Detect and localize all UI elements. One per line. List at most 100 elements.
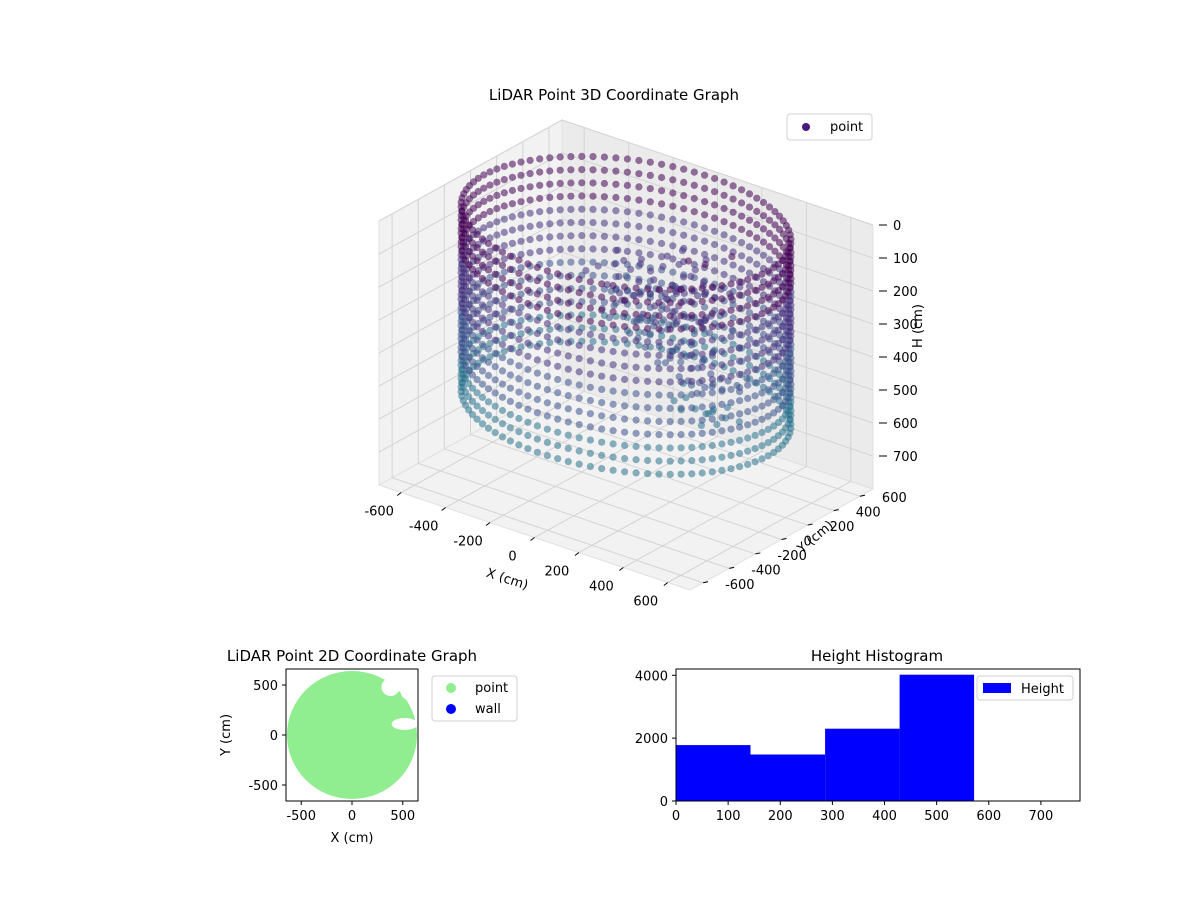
data-point: [758, 402, 766, 410]
data-point: [498, 380, 507, 388]
data-point: [486, 339, 494, 348]
data-point: [517, 264, 525, 272]
legend-marker-point: [802, 123, 810, 131]
data-point: [729, 195, 737, 203]
data-point: [751, 313, 759, 321]
data-point: [684, 257, 693, 265]
data-point: [646, 158, 654, 166]
data-point: [655, 404, 663, 412]
data-point: [711, 174, 719, 183]
data-point: [751, 392, 759, 400]
x-tick-label: -600: [364, 505, 394, 520]
data-point: [567, 219, 575, 227]
data-point: [679, 273, 688, 281]
data-point: [598, 280, 606, 288]
x-tick-label: 700: [1028, 809, 1053, 824]
data-point: [473, 230, 481, 238]
data-point: [646, 224, 654, 232]
data-point: [609, 347, 617, 356]
data-point: [554, 415, 562, 423]
data-point: [600, 179, 609, 188]
data-point: [677, 299, 685, 307]
data-point: [517, 158, 525, 166]
data-point: [758, 270, 766, 278]
data-point: [498, 248, 507, 256]
data-point: [589, 153, 597, 161]
data-point: [632, 403, 640, 411]
data-point: [543, 346, 552, 354]
data-point: [688, 470, 696, 478]
chart-3d-grid: [378, 119, 874, 584]
data-point: [751, 418, 759, 426]
data-point: [680, 192, 688, 200]
data-point: [609, 374, 617, 382]
data-point: [680, 178, 688, 186]
chart-3d-xlabel: X (cm): [484, 566, 530, 594]
data-point: [770, 448, 778, 457]
legend-marker-point: [446, 683, 456, 693]
data-point: [708, 336, 716, 344]
x-tick-label: 100: [716, 809, 741, 824]
data-point: [718, 414, 726, 422]
data-point: [508, 160, 516, 168]
data-point: [468, 331, 477, 339]
gridline-y: [391, 213, 704, 584]
data-point: [644, 390, 652, 399]
data-point: [564, 286, 572, 294]
data-point: [554, 362, 562, 370]
data-point: [575, 328, 583, 336]
x-tick-label: 600: [633, 595, 658, 610]
data-point: [600, 272, 609, 280]
data-point: [478, 314, 487, 322]
data-point: [736, 410, 744, 418]
data-point: [517, 277, 525, 285]
data-point: [669, 215, 677, 223]
data-point: [688, 404, 696, 412]
data-point: [652, 318, 660, 327]
histogram-frame: [675, 668, 1081, 802]
data-point: [506, 424, 514, 432]
data-point: [623, 168, 632, 176]
data-point: [491, 389, 499, 397]
data-point: [698, 416, 706, 424]
data-point: [711, 227, 719, 235]
data-point: [744, 460, 752, 468]
legend-label-point: point: [475, 681, 508, 696]
data-point: [727, 465, 735, 473]
data-point: [515, 282, 523, 291]
data-point: [655, 431, 663, 439]
data-point: [589, 298, 597, 306]
data-point: [564, 378, 572, 386]
data-point: [586, 383, 595, 391]
data-point: [621, 455, 629, 463]
data-point: [764, 412, 772, 420]
data-point: [586, 330, 595, 339]
data-point: [644, 364, 652, 372]
data-point: [554, 389, 562, 397]
data-point: [500, 294, 508, 302]
z-tick-label: 600: [893, 417, 918, 432]
data-point: [575, 460, 583, 468]
data-point: [533, 448, 542, 456]
data-point: [675, 260, 683, 269]
data-point: [660, 316, 668, 324]
data-point: [612, 154, 620, 162]
y-tick-label: -400: [751, 563, 781, 578]
data-point: [526, 170, 534, 178]
data-point: [635, 222, 643, 231]
x-tick-label: 500: [924, 809, 949, 824]
data-point: [720, 204, 728, 213]
data-point: [688, 351, 696, 359]
data-point: [598, 412, 606, 420]
data-point: [666, 378, 674, 386]
data-point: [655, 417, 663, 425]
data-point: [556, 245, 564, 253]
data-point: [658, 187, 666, 195]
data-point: [468, 292, 477, 300]
data-point: [745, 229, 754, 238]
data-point: [586, 291, 595, 299]
data-point: [736, 436, 744, 444]
data-point: [491, 336, 499, 344]
data-point: [484, 253, 493, 261]
data-point: [753, 221, 761, 229]
